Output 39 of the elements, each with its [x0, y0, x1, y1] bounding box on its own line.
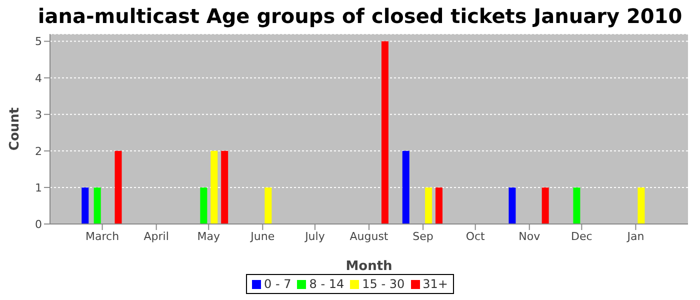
bar [573, 187, 580, 224]
x-tick-label: Jan [626, 230, 644, 243]
bar [435, 187, 442, 224]
legend-label: 31+ [422, 277, 448, 291]
y-tick-label: 3 [35, 108, 42, 122]
bar [402, 150, 410, 224]
bar [508, 187, 516, 224]
legend-label: 0 - 7 [264, 277, 292, 291]
bar [94, 187, 101, 224]
x-tick-label: May [197, 230, 220, 243]
bar [381, 41, 388, 224]
y-tick-label: 2 [35, 144, 42, 158]
bar [425, 187, 432, 224]
bar [114, 150, 122, 224]
x-tick-label: April [144, 230, 169, 243]
bar [264, 187, 272, 224]
x-tick-label: Sep [412, 230, 434, 243]
x-tick-label: July [304, 230, 326, 243]
x-tick-label: Dec [571, 230, 592, 243]
legend-label: 15 - 30 [362, 277, 405, 291]
bar [542, 187, 549, 224]
y-tick-label: 0 [35, 218, 42, 231]
x-tick-label: Nov [518, 230, 541, 243]
bar [210, 150, 218, 224]
x-tick-label: Oct [466, 230, 486, 243]
bar [200, 187, 208, 224]
x-tick-label: June [250, 230, 275, 243]
y-tick-label: 1 [35, 181, 42, 194]
x-tick-label: August [350, 230, 389, 243]
x-tick-label: March [86, 230, 120, 243]
chart-title: iana-multicast Age groups of closed tickets January 2010 [36, 3, 684, 30]
y-tick-label: 5 [35, 35, 42, 48]
y-axis-title: Count [8, 107, 23, 151]
bar [638, 187, 645, 224]
x-axis-title: Month [346, 259, 392, 274]
bar [82, 187, 89, 224]
legend-label: 8 - 14 [309, 277, 344, 291]
bar [221, 150, 228, 224]
y-tick-label: 4 [35, 72, 42, 85]
